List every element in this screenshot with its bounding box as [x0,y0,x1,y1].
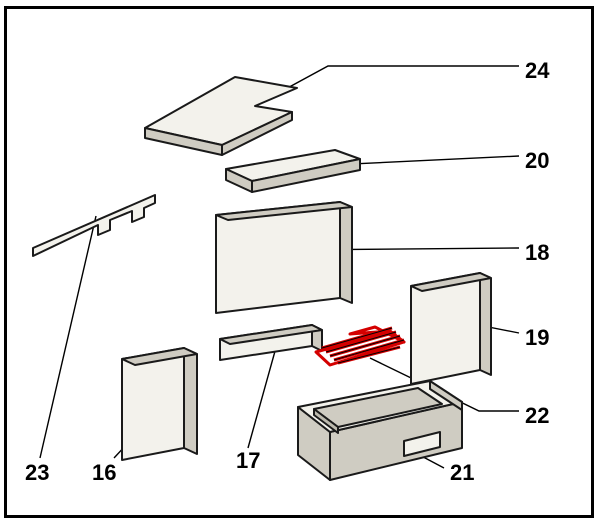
label-17: 17 [236,448,260,474]
label-20: 20 [525,148,549,174]
label-19: 19 [525,325,549,351]
exploded-view-svg [0,0,603,527]
label-22: 22 [525,403,549,429]
label-21: 21 [450,460,474,486]
label-24: 24 [525,58,549,84]
label-16: 16 [92,460,116,486]
label-23: 23 [25,460,49,486]
label-18: 18 [525,240,549,266]
